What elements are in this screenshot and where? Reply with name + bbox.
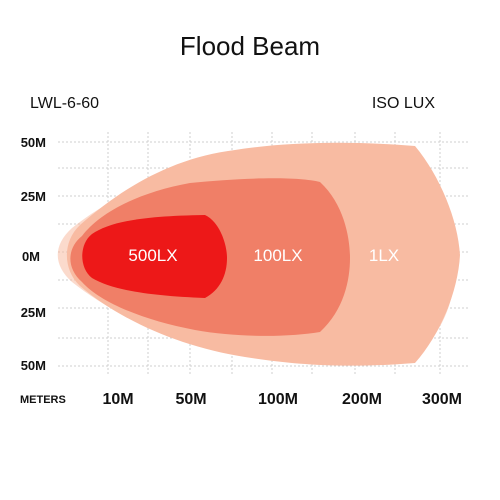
y-tick-label: 50M — [21, 135, 46, 150]
zone-label-500lx: 500LX — [128, 246, 177, 265]
y-tick-label: 50M — [21, 358, 46, 373]
model-label: LWL-6-60 — [30, 95, 99, 112]
x-unit-label: METERS — [20, 394, 66, 406]
x-tick-label: 100M — [258, 391, 298, 408]
y-tick-label: 0M — [22, 249, 40, 264]
x-tick-label: 10M — [102, 391, 133, 408]
zone-500lx — [82, 215, 227, 298]
zone-label-1lx: 1LX — [369, 246, 399, 265]
x-tick-label: 200M — [342, 391, 382, 408]
chart-kind-label: ISO LUX — [372, 95, 435, 112]
x-tick-label: 50M — [175, 391, 206, 408]
x-tick-label: 300M — [422, 391, 462, 408]
chart-title: Flood Beam — [180, 31, 320, 61]
zone-label-100lx: 100LX — [253, 246, 302, 265]
y-tick-label: 25M — [21, 189, 46, 204]
beam-zones — [57, 142, 461, 366]
y-tick-label: 25M — [21, 305, 46, 320]
